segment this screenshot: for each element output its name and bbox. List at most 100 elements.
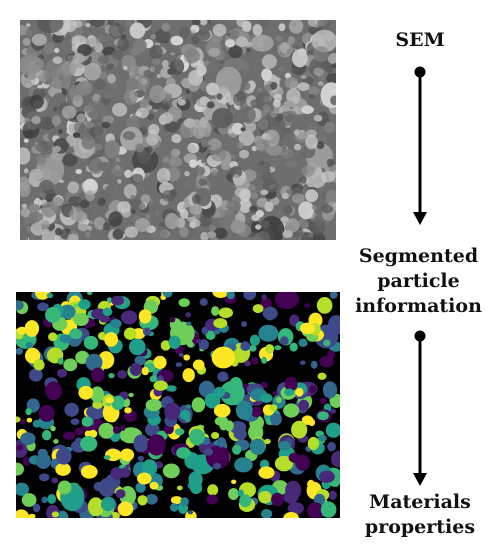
sem-particle [313, 67, 324, 77]
sem-particle [201, 158, 206, 164]
sem-particle [128, 198, 142, 212]
sem-particle [284, 110, 297, 122]
segmented-particle [278, 440, 291, 451]
segmented-particle [91, 367, 105, 383]
sem-particle [229, 30, 240, 39]
segmented-particle [187, 510, 193, 515]
sem-particle [121, 208, 131, 218]
segmented-particle [190, 481, 203, 495]
sem-particle [75, 168, 82, 175]
sem-particle [239, 198, 252, 213]
segmented-particle [317, 372, 327, 380]
sem-particle [164, 212, 179, 230]
sem-particle [94, 143, 104, 151]
sem-particle [110, 82, 118, 89]
sem-particle [187, 142, 200, 154]
segmented-particle [180, 497, 189, 507]
segmented-particle [137, 455, 144, 461]
sem-particle [231, 154, 236, 159]
sem-particle [196, 64, 207, 76]
sem-particle [196, 166, 206, 176]
sem-particle [29, 168, 44, 181]
sem-particle [180, 127, 191, 138]
segmented-particle [213, 318, 228, 329]
segmented-particle [134, 355, 146, 366]
sem-particle [261, 68, 273, 82]
segmented-particle [124, 407, 132, 414]
sem-particle [206, 82, 220, 96]
sem-particle [266, 144, 283, 156]
sem-particle [206, 101, 215, 109]
segmented-particle [56, 368, 68, 378]
segmented-particle [167, 385, 177, 392]
sem-particle [250, 192, 258, 200]
sem-particle [199, 20, 208, 26]
sem-particle [259, 160, 265, 166]
segmented-particle [50, 425, 56, 432]
sem-particle [218, 60, 225, 65]
sem-particle [273, 93, 283, 103]
sem-particle [192, 37, 199, 45]
sem-particle [183, 118, 196, 128]
sem-particle [281, 148, 294, 159]
segmented-particle [275, 396, 282, 404]
sem-particle [255, 224, 262, 230]
segmented-particle [35, 453, 51, 469]
segmented-particle [164, 402, 181, 421]
segmented-particle [178, 298, 190, 307]
arrow-sem-to-segmented [413, 66, 427, 225]
sem-particle [189, 159, 198, 168]
sem-particle [282, 230, 293, 239]
segmented-particle-information-label: Segmented particle information [340, 244, 497, 319]
segmented-particle [123, 327, 137, 340]
sem-particle [72, 20, 83, 28]
sem-particle [136, 75, 150, 90]
sem-particle [320, 171, 336, 183]
sem-particle [122, 66, 128, 70]
segmented-particle [16, 444, 24, 451]
segmented-particle [108, 373, 115, 379]
segmented-particle [106, 297, 113, 304]
segmented-label-line-1: Segmented [358, 245, 479, 267]
segmented-particle [243, 292, 257, 301]
sem-particle [93, 216, 106, 230]
sem-particle [31, 33, 47, 46]
sem-particle [62, 153, 78, 167]
sem-particle [181, 94, 189, 100]
sem-particle [216, 93, 223, 100]
segmented-particle [115, 489, 126, 499]
sem-particle [164, 121, 179, 133]
sem-particle [168, 156, 183, 167]
segmented-particle [63, 431, 76, 440]
segmented-particle [170, 496, 183, 505]
sem-particle [206, 231, 217, 239]
sem-particle [101, 34, 108, 40]
sem-particle [67, 233, 79, 240]
sem-particle [325, 189, 336, 205]
segmented-particle [24, 320, 40, 337]
sem-particle [146, 133, 159, 146]
sem-particle [112, 228, 124, 240]
segmented-particle [240, 341, 251, 351]
segmented-particle [21, 493, 37, 507]
segmented-particle [90, 386, 105, 403]
sem-particle [202, 60, 210, 66]
segmented-particle [249, 334, 261, 346]
sem-particle [233, 90, 246, 106]
segmented-particle [63, 358, 78, 372]
segmented-particle [231, 479, 237, 484]
segmented-particle [191, 397, 206, 413]
segmented-particle [319, 397, 327, 405]
segmented-particle [53, 439, 59, 444]
segmented-particle [16, 462, 24, 476]
segmented-particle [207, 484, 219, 496]
sem-particle [326, 158, 335, 167]
sem-particle [282, 127, 291, 135]
segmented-particle [169, 316, 176, 323]
sem-particle [328, 53, 336, 65]
segmented-particle [32, 503, 41, 513]
sem-particle [99, 187, 104, 193]
sem-particle [156, 167, 171, 184]
segmented-particle [176, 447, 191, 459]
segmented-particle [199, 298, 208, 306]
